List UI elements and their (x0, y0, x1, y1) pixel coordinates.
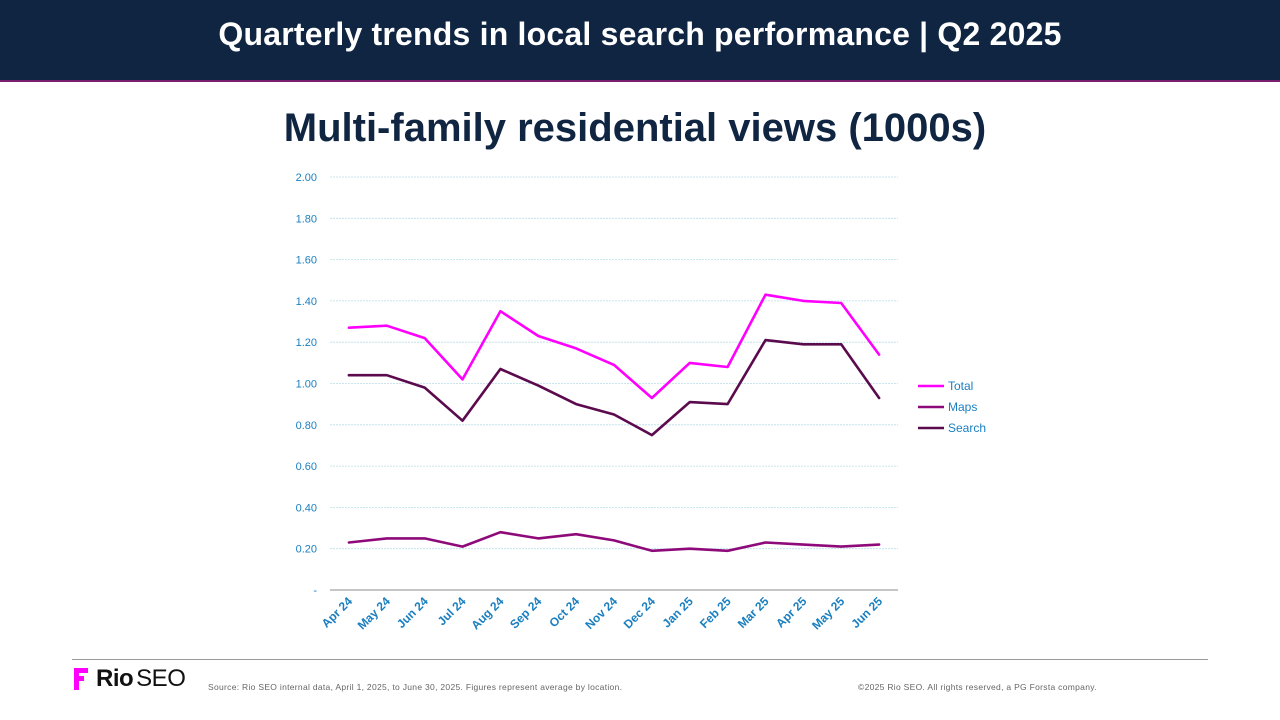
footer-divider (72, 659, 1208, 660)
logo-text-seo: SEO (136, 665, 186, 692)
copyright-note: ©2025 Rio SEO. All rights reserved, a PG… (858, 682, 1097, 692)
series-line-maps (347, 530, 881, 553)
x-tick-label: Apr 25 (773, 594, 810, 631)
legend-label-search: Search (948, 421, 986, 435)
y-tick-label: 0.40 (296, 502, 317, 514)
chart-title: Multi-family residential views (1000s) (283, 106, 987, 150)
y-tick-label: 0.60 (296, 461, 317, 473)
series-line-total (347, 293, 881, 400)
y-tick-label: - (313, 585, 317, 597)
logo-text-rio: Rio (96, 665, 134, 692)
header-banner: Quarterly trends in local search perform… (0, 0, 1280, 82)
y-tick-label: 0.20 (296, 544, 317, 556)
x-tick-label: Nov 24 (582, 594, 620, 632)
x-tick-label: May 25 (809, 594, 847, 632)
x-tick-label: Jul 24 (435, 594, 469, 628)
series-line-search (347, 338, 881, 437)
y-tick-label: 1.00 (296, 379, 317, 391)
x-tick-label: Feb 25 (697, 594, 734, 631)
x-tick-label: Aug 24 (468, 594, 506, 632)
y-tick-label: 1.60 (296, 255, 317, 267)
x-tick-label: Sep 24 (507, 594, 544, 631)
rio-seo-logo: Rio SEO (74, 665, 186, 692)
x-tick-label: Apr 24 (319, 594, 356, 631)
page-title: Quarterly trends in local search perform… (218, 16, 1062, 52)
x-tick-label: Jan 25 (660, 594, 697, 631)
y-tick-label: 2.00 (296, 172, 317, 184)
x-tick-label: Jun 25 (848, 594, 885, 631)
x-tick-label: May 24 (355, 594, 393, 632)
y-tick-label: 1.40 (296, 296, 317, 308)
legend-label-total: Total (948, 379, 973, 393)
x-tick-label: Mar 25 (735, 594, 772, 631)
y-tick-label: 0.80 (296, 420, 317, 432)
y-tick-label: 1.20 (296, 337, 317, 349)
rio-logo-icon (74, 668, 88, 690)
x-tick-label: Dec 24 (621, 594, 658, 631)
x-tick-label: Oct 24 (546, 594, 582, 630)
source-note: Source: Rio SEO internal data, April 1, … (208, 682, 623, 692)
legend-label-maps: Maps (948, 400, 977, 414)
y-tick-label: 1.80 (296, 213, 317, 225)
x-tick-label: Jun 24 (394, 594, 431, 631)
